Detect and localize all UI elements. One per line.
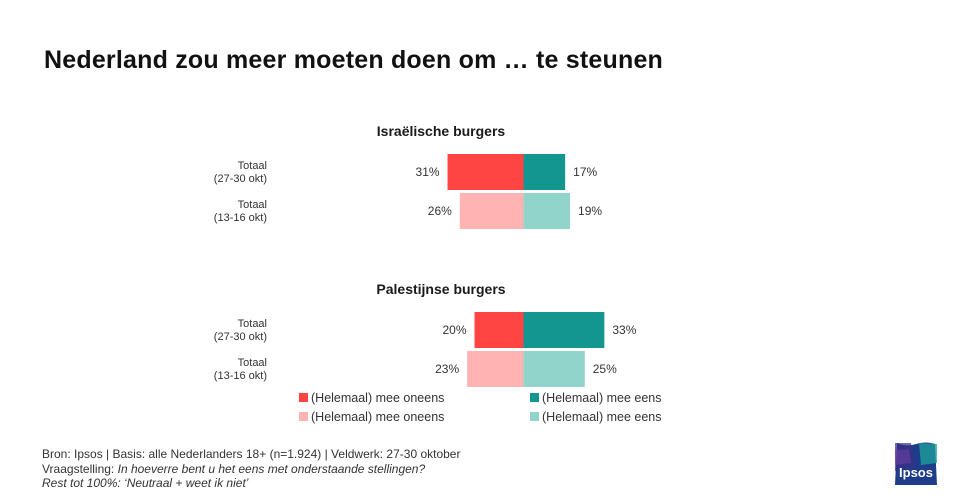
value-label-disagree: 23% [435,362,459,376]
svg-text:Ipsos: Ipsos [899,465,933,480]
value-label-agree: 19% [578,204,602,218]
source-note: Bron: Ipsos | Basis: alle Nederlanders 1… [42,447,461,461]
bar-disagree [459,193,524,229]
bar-disagree [474,312,524,348]
row-label-line2: (27-30 okt) [214,331,267,343]
row-label-line1: Totaal [238,199,267,211]
legend-swatch [530,393,539,402]
value-label-agree: 25% [593,362,617,376]
legend-label: (Helemaal) mee eens [542,410,662,424]
ipsos-logo: Ipsos [893,441,939,487]
legend-label: (Helemaal) mee oneens [311,391,444,405]
bar-disagree [447,154,524,190]
bar-disagree [467,351,524,387]
legend-label: (Helemaal) mee oneens [311,410,444,424]
value-label-disagree: 20% [442,323,466,337]
row-label-line1: Totaal [238,318,267,330]
bar-agree [523,154,566,190]
legend-swatch [530,412,539,421]
question-note: Vraagstelling: In hoeverre bent u het ee… [42,462,460,477]
value-label-agree: 17% [573,165,597,179]
page-title: Nederland zou meer moeten doen om … te s… [44,46,664,74]
section-title: Israëlische burgers [377,123,506,139]
row-label-line1: Totaal [238,160,267,172]
legend-label: (Helemaal) mee eens [542,391,662,405]
rest-note: Rest tot 100%: ‘Neutraal + weet ik niet’ [42,476,249,490]
value-label-disagree: 26% [428,204,452,218]
legend-swatch [299,393,308,402]
bar-agree [523,193,571,229]
row-label-line2: (13-16 okt) [214,212,267,224]
footer-notes: Bron: Ipsos | Basis: alle Nederlanders 1… [42,447,460,491]
value-label-disagree: 31% [416,165,440,179]
question-prefix: Vraagstelling: [42,461,118,476]
value-label-agree: 33% [612,323,636,337]
section-title: Palestijnse burgers [376,281,505,297]
bar-agree [523,351,585,387]
row-label-line2: (27-30 okt) [214,173,267,185]
legend-swatch [299,412,308,421]
question-text: In hoeverre bent u het eens met ondersta… [117,461,426,476]
row-label-line2: (13-16 okt) [214,370,267,382]
row-label-line1: Totaal [238,357,267,369]
bar-agree [523,312,605,348]
